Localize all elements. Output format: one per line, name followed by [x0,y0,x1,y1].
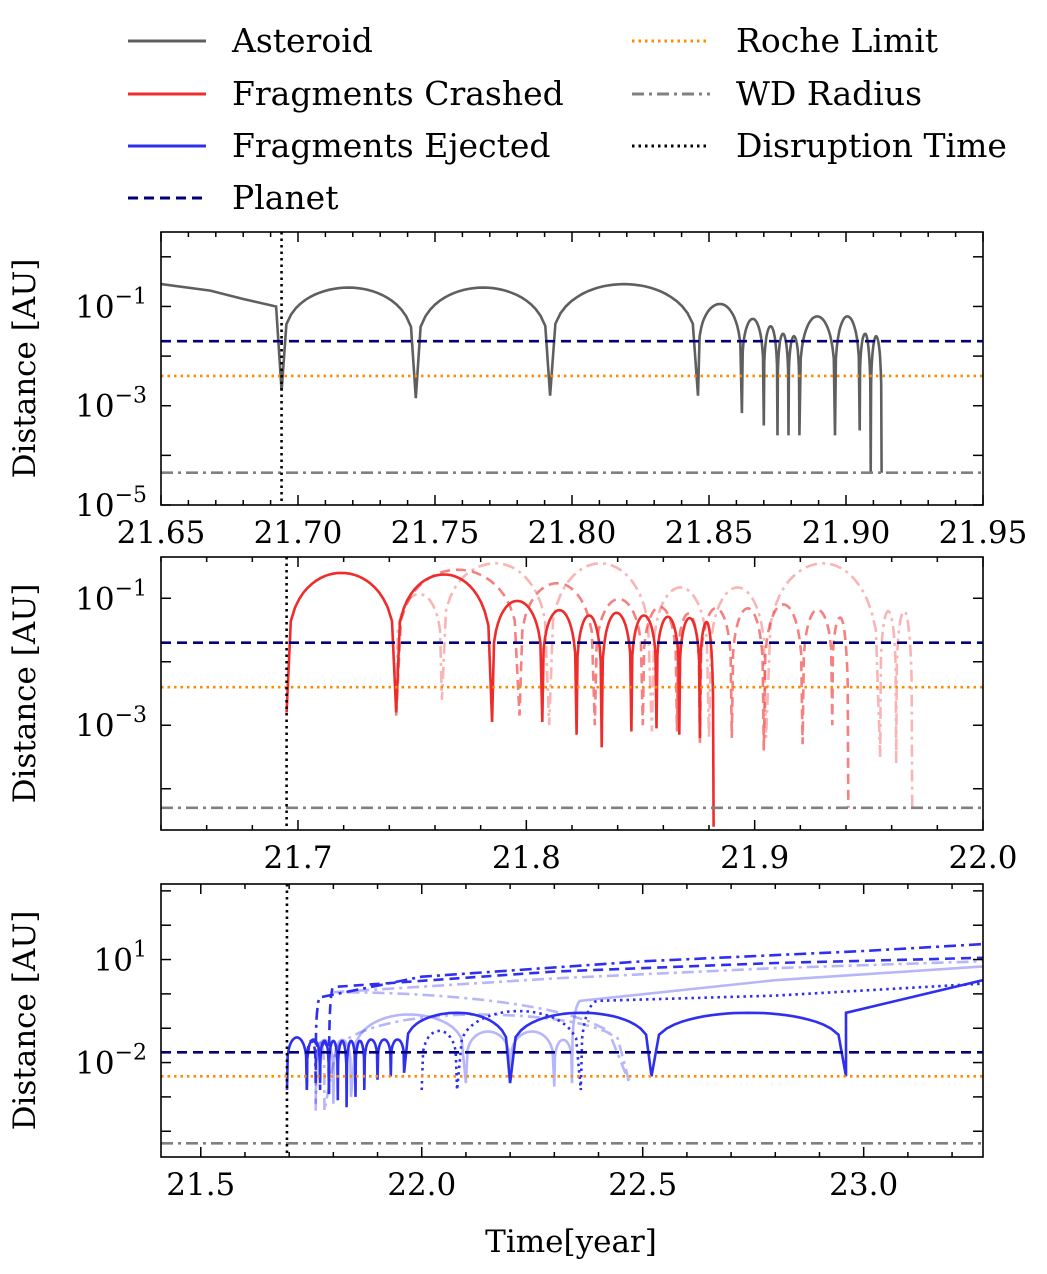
plot-area-1 [161,557,983,830]
y-tick-label: 10−1 [75,284,147,325]
legend-label-4: Fragments Ejected [232,126,550,165]
x-tick-label: 21.85 [665,515,754,551]
plot-area-0 [161,232,983,505]
x-tick-label: 21.9 [720,840,789,876]
legend-label-0: Asteroid [231,21,373,60]
x-tick-label: 21.65 [117,515,206,551]
x-tick-label: 21.80 [528,515,617,551]
plot-area-2 [161,884,983,1157]
x-axis-label: Time[year] [485,1224,657,1260]
asteroid-series-line [161,282,883,473]
legend-label-2: Fragments Crashed [232,74,564,113]
x-tick-label: 22.0 [387,1167,456,1203]
legend-label-1: Roche Limit [736,21,938,60]
y-axis-label: Distance [AU] [7,911,43,1131]
fragments-crashed-panel: 21.7 21.8 21.9 22.0 10−1 10−3 Distance [AU] [7,556,1018,876]
legend-label-3: WD Radius [736,74,922,113]
ejected-series-3 [420,982,983,1091]
ejected-series-5 [314,960,983,1111]
crashed-series-2 [394,561,914,808]
asteroid-distance-panel: 21.65 21.70 21.75 21.80 21.85 21.90 21.95 10−1 1… [7,231,1028,551]
y-axis-label: Distance [AU] [7,259,43,479]
y-tick-label: 10−5 [75,483,147,524]
ejected-series-4 [314,965,983,1104]
y-tick-label: 10−1 [75,576,147,617]
x-tick-label: 21.7 [263,840,332,876]
x-tick-label: 21.95 [939,515,1028,551]
y-axis-label: Distance [AU] [7,584,43,804]
y-tick-label: 101 [94,938,147,979]
legend-label-5: Disruption Time [736,126,1007,165]
legend-label-6: Planet [232,178,338,217]
y-tick-label: 10−3 [75,384,147,425]
y-tick-label: 10−3 [75,703,147,744]
fragments-ejected-panel: 21.5 22.0 22.5 23.0 101 10−2 Distance [AU] [7,883,984,1203]
y-tick-label: 10−2 [75,1041,147,1082]
x-tick-label: 23.0 [829,1167,898,1203]
ejected-series-2 [305,942,983,1084]
x-tick-label: 21.5 [166,1167,235,1203]
legend: Asteroid Roche Limit Fragments Crashed WD R… [128,21,1007,217]
x-tick-label: 21.90 [802,515,891,551]
crashed-series-0 [285,571,715,827]
x-tick-label: 22.0 [948,840,1017,876]
crashed-series-1 [394,568,850,808]
axes-frame-2 [160,883,984,1158]
x-tick-label: 22.5 [608,1167,677,1203]
axes-frame-1 [160,556,984,831]
x-tick-label: 21.8 [492,840,561,876]
x-tick-label: 21.75 [391,515,480,551]
x-tick-label: 21.70 [254,515,343,551]
